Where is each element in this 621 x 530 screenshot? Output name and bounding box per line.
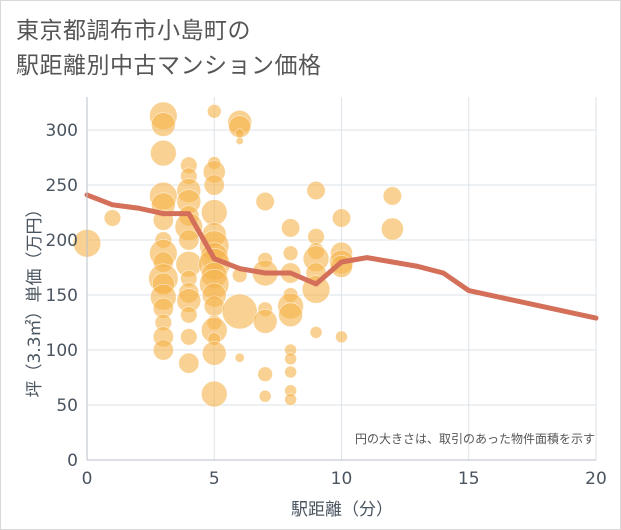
y-tick-label: 250 bbox=[46, 176, 78, 196]
bubble-point bbox=[180, 328, 198, 346]
x-tick-label: 0 bbox=[82, 469, 93, 489]
bubble-point bbox=[335, 330, 348, 344]
y-tick-label: 50 bbox=[56, 396, 78, 416]
chart-title-line1: 東京都調布市小島町の bbox=[16, 18, 251, 44]
bubble-point bbox=[151, 112, 176, 137]
bubble-point bbox=[201, 380, 228, 408]
bubble-point bbox=[309, 326, 323, 339]
x-tick-label: 5 bbox=[209, 469, 220, 489]
bubble-point bbox=[178, 352, 200, 374]
bubble-point bbox=[221, 293, 258, 330]
average-line-layer bbox=[84, 192, 599, 321]
x-tick-label: 20 bbox=[585, 469, 607, 489]
bubbles-layer bbox=[72, 101, 404, 408]
y-tick-label: 300 bbox=[46, 121, 78, 141]
bubble-point bbox=[203, 295, 225, 317]
bubble-point bbox=[180, 306, 198, 324]
y-tick-label: 100 bbox=[46, 341, 78, 361]
bubble-point bbox=[382, 186, 402, 206]
bubble-point bbox=[152, 339, 174, 361]
bubble-point bbox=[381, 217, 404, 241]
chart-title: 東京都調布市小島町の 駅距離別中古マンション価格 bbox=[16, 14, 322, 84]
average-price-line bbox=[84, 192, 599, 321]
y-tick-label: 200 bbox=[46, 231, 78, 251]
bubble-point bbox=[235, 137, 244, 145]
axes-layer: 0 50 100 150 200 250 300 0 5 10 15 20 bbox=[46, 97, 607, 489]
x-tick-label: 10 bbox=[331, 469, 353, 489]
x-axis-label: 駅距離（分） bbox=[291, 500, 393, 520]
bubble-point bbox=[252, 309, 278, 334]
bubble-point bbox=[150, 139, 177, 167]
y-tick-label: 150 bbox=[46, 286, 78, 306]
bubble-point bbox=[331, 208, 351, 228]
bubble-point bbox=[281, 218, 301, 238]
bubble-point bbox=[284, 365, 297, 379]
chart-title-line2: 駅距離別中古マンション価格 bbox=[16, 53, 322, 79]
bubble-point bbox=[201, 341, 227, 366]
bubble-point bbox=[284, 352, 297, 366]
bubble-point bbox=[203, 174, 225, 196]
bubble-point bbox=[103, 209, 122, 227]
bubble-point bbox=[234, 128, 245, 139]
bubble-size-note: 円の大きさは、取引のあった物件面積を示す bbox=[355, 431, 595, 446]
bubble-point bbox=[178, 229, 200, 251]
bubble-point bbox=[282, 245, 299, 261]
bubble-point bbox=[207, 104, 222, 119]
bubble-point bbox=[278, 302, 303, 328]
bubble-point bbox=[257, 366, 273, 382]
y-tick-label: 0 bbox=[67, 451, 78, 471]
y-axis-label: 坪（3.3㎡）単価（万円） bbox=[25, 200, 45, 397]
bubble-point bbox=[201, 199, 228, 226]
bubble-point bbox=[258, 389, 272, 403]
bubble-point bbox=[234, 352, 245, 363]
x-tick-label: 15 bbox=[458, 469, 480, 489]
bubble-point bbox=[306, 181, 326, 201]
bubble-point bbox=[255, 192, 275, 212]
bubble-point bbox=[284, 393, 297, 406]
